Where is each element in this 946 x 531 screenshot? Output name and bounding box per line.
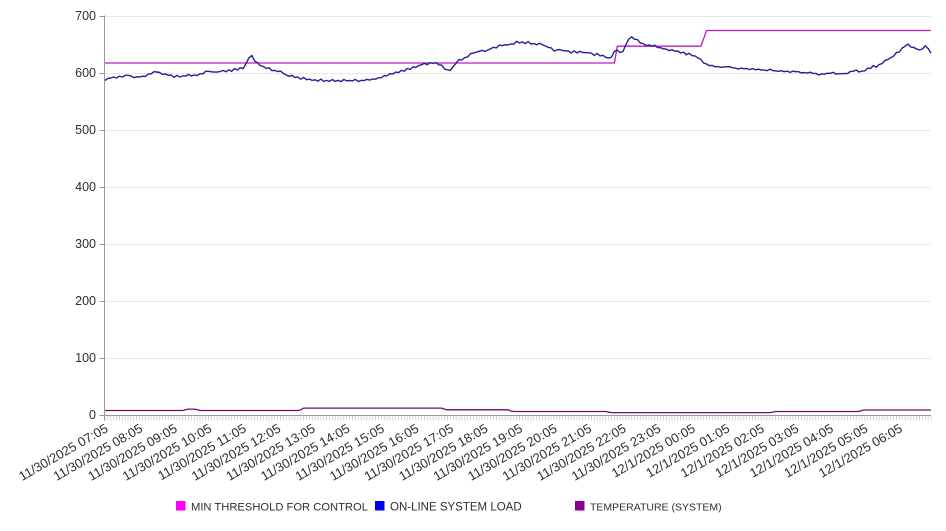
svg-text:200: 200 <box>75 294 96 308</box>
svg-text:0: 0 <box>89 408 96 422</box>
svg-text:400: 400 <box>75 180 96 194</box>
svg-text:600: 600 <box>75 66 96 80</box>
svg-text:500: 500 <box>75 123 96 137</box>
svg-text:MIN THRESHOLD FOR CONTROL: MIN THRESHOLD FOR CONTROL <box>191 502 368 514</box>
svg-text:300: 300 <box>75 237 96 251</box>
svg-text:TEMPERATURE (SYSTEM): TEMPERATURE (SYSTEM) <box>590 502 722 514</box>
svg-text:100: 100 <box>75 351 96 365</box>
svg-text:700: 700 <box>75 9 96 23</box>
svg-text:ON-LINE SYSTEM LOAD: ON-LINE SYSTEM LOAD <box>390 502 522 514</box>
